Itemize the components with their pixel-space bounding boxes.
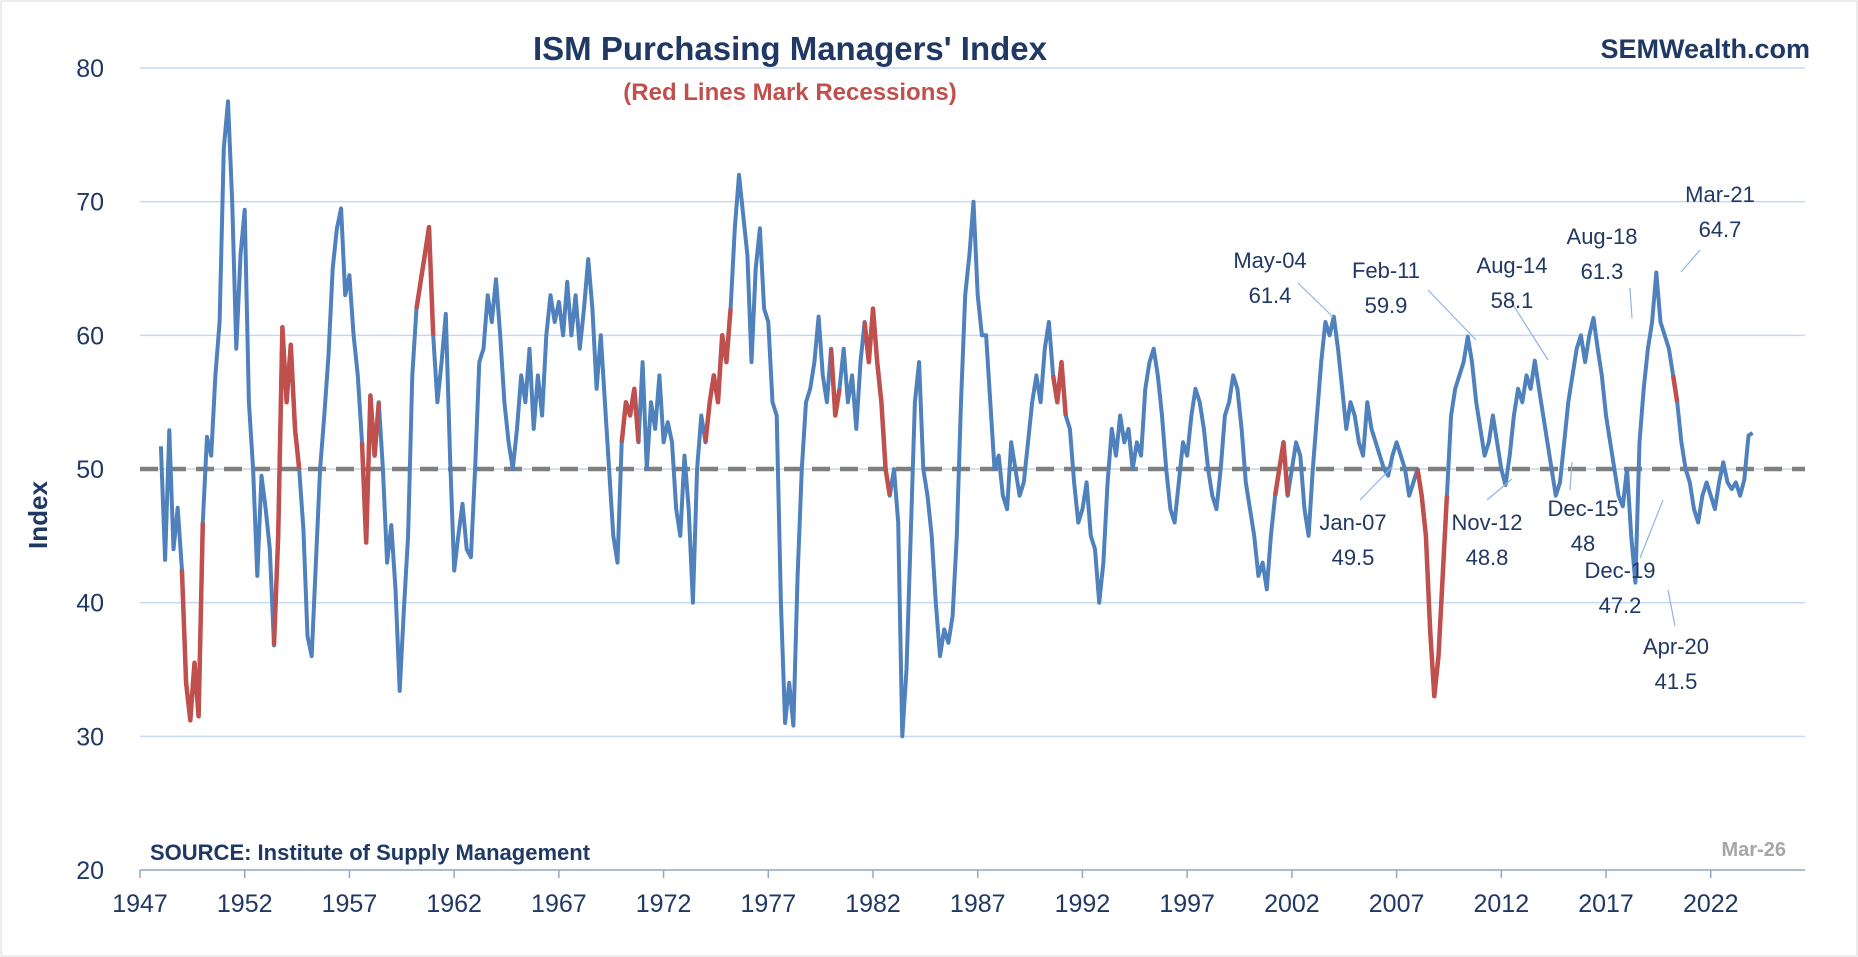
y-tick-label: 50 [76,456,104,484]
annotation-date: Dec-19 [1585,558,1656,583]
chart-subtitle: (Red Lines Mark Recessions) [623,79,956,106]
y-tick-label: 80 [76,55,104,83]
annotation-value: 47.2 [1599,593,1642,618]
annotation-date: Dec-15 [1548,496,1619,521]
y-tick-label: 40 [76,590,104,618]
y-tick-label: 70 [76,189,104,217]
annotation-leader-line [1667,589,1676,627]
source-label: SOURCE: Institute of Supply Management [150,840,591,865]
recession-segment [1050,359,1068,416]
recession-segment [271,325,302,646]
recession-segment [414,224,436,336]
x-tick-label: 1947 [112,890,168,918]
annotation-leader-line [1680,249,1701,273]
recession-segment [828,348,842,418]
annotation-value: 64.7 [1699,217,1742,242]
annotation-value: 61.4 [1249,283,1292,308]
annotation-date: Mar-21 [1685,182,1755,207]
annotation-value: 48 [1571,531,1595,556]
x-tick-label: 1997 [1159,890,1215,918]
y-tick-label: 30 [76,723,104,751]
annotation-value: 58.1 [1491,288,1534,313]
annotation-leader-line [1297,282,1334,318]
x-tick-label: 1992 [1055,890,1111,918]
annotation-date: Apr-20 [1643,634,1709,659]
recession-segment [1415,468,1450,699]
x-tick-label: 2022 [1683,890,1739,918]
annotation-value: 41.5 [1655,669,1698,694]
recession-segment [1670,375,1680,403]
x-tick-label: 1967 [531,890,587,918]
annotation-leader-line [1569,461,1573,491]
x-tick-label: 1952 [217,890,273,918]
as-of-label: Mar-26 [1722,839,1786,861]
recession-segment [359,393,382,545]
x-tick-label: 1982 [845,890,901,918]
annotation-value: 61.3 [1581,259,1624,284]
recession-segment [862,306,893,497]
annotation-date: Aug-18 [1567,224,1638,249]
x-tick-label: 1977 [740,890,796,918]
annotation-leader-line [1359,465,1394,501]
series-layer [158,99,1754,739]
x-tick-label: 1972 [636,890,692,918]
annotation-leader-line [1639,499,1664,559]
x-tick-label: 1987 [950,890,1006,918]
annotation-value: 59.9 [1365,293,1408,318]
recession-segment [703,308,733,443]
annotation-date: Aug-14 [1477,253,1548,278]
annotation-leader-line [1629,287,1633,319]
annotation-leader-line [1509,299,1549,361]
annotation-date: Feb-11 [1352,258,1420,283]
chart-title: ISM Purchasing Managers' Index [533,30,1048,67]
annotations-layer: May-04 61.4 Feb-11 59.9 Aug-14 58.1 Aug-18 61.3… [1233,182,1755,694]
annotation-date: Jan-07 [1319,510,1386,535]
brand-label: SEMWealth.com [1600,34,1810,64]
y-tick-label: 60 [76,322,104,350]
recession-segment [619,386,641,443]
x-tick-label: 2017 [1578,890,1634,918]
y-tick-label: 20 [76,857,104,885]
annotation-value: 49.5 [1332,545,1375,570]
recession-segment [179,522,206,723]
y-axis-title: Index [23,481,53,549]
x-tick-label: 1957 [322,890,378,918]
annotation-value: 48.8 [1466,545,1509,570]
x-tick-label: 1962 [426,890,482,918]
axis-layer: 20 30 40 50 60 70 80 1947 1952 1957 1962 1967 1972 19… [76,55,1805,918]
annotation-date: Nov-12 [1452,510,1523,535]
annotation-leader-line [1486,478,1513,501]
annotation-date: May-04 [1233,248,1306,273]
recession-segment [1272,440,1290,497]
x-tick-label: 2002 [1264,890,1320,918]
annotation-leader-line [1427,289,1477,341]
x-tick-label: 2012 [1474,890,1530,918]
x-tick-label: 2007 [1369,890,1425,918]
